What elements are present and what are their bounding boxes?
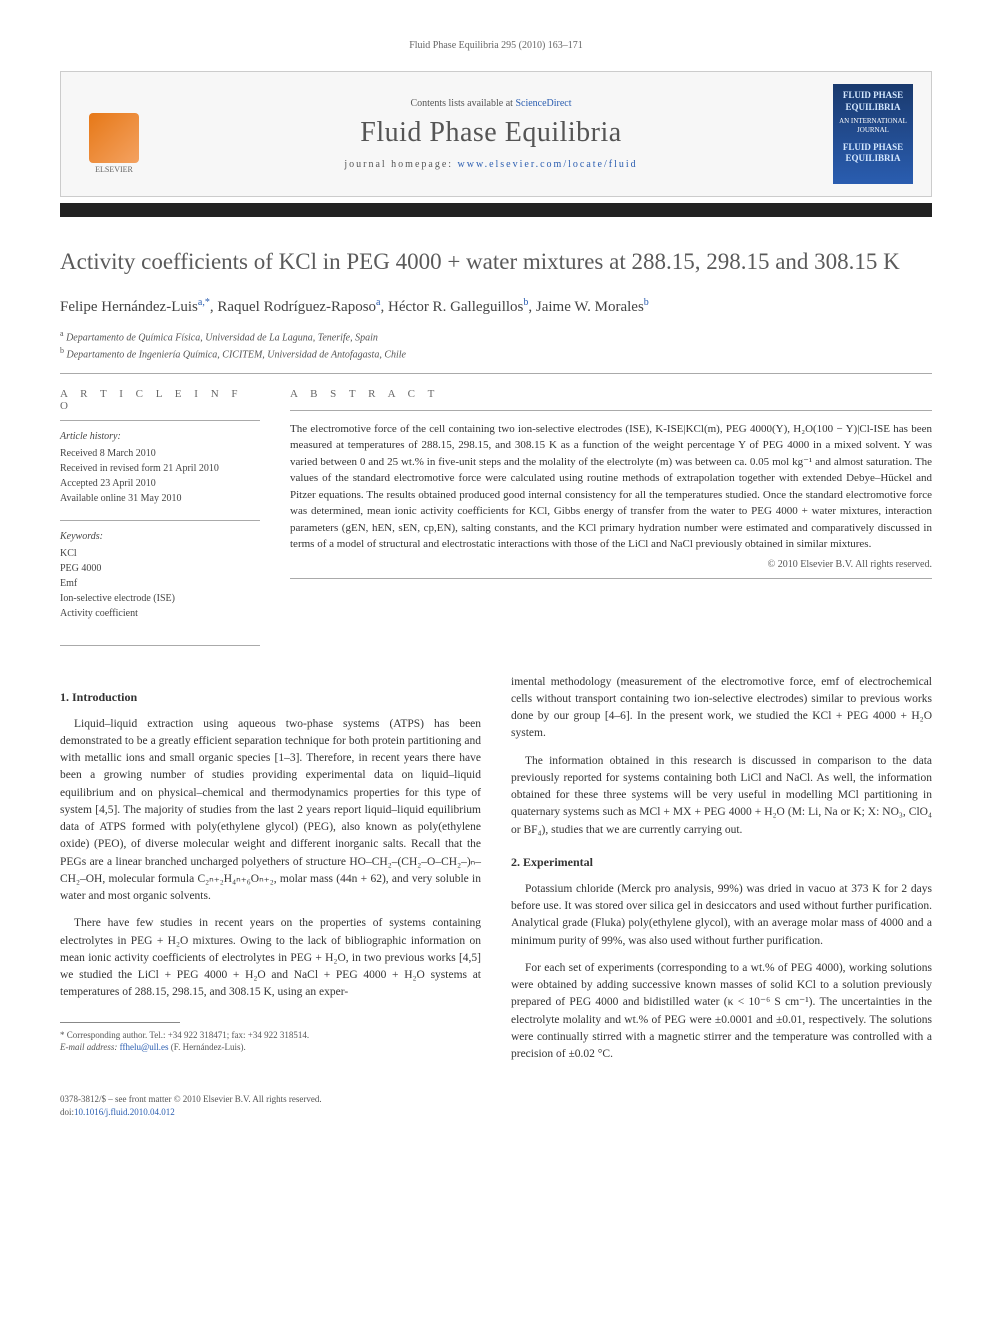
author-list: Felipe Hernández-Luisa,*, Raquel Rodrígu…	[60, 297, 932, 316]
elsevier-tree-icon	[89, 113, 139, 163]
homepage-prefix: journal homepage:	[344, 159, 457, 170]
journal-homepage-line: journal homepage: www.elsevier.com/locat…	[149, 159, 833, 170]
body-paragraph: Potassium chloride (Merck pro analysis, …	[511, 881, 932, 950]
body-paragraph: The information obtained in this researc…	[511, 753, 932, 839]
affiliation: b Departamento de Ingeniería Química, CI…	[60, 345, 932, 362]
cover-subtitle: AN INTERNATIONAL JOURNAL	[837, 117, 909, 135]
cover-thumbnail: FLUID PHASE EQUILIBRIA AN INTERNATIONAL …	[833, 84, 913, 184]
keyword: KCl	[60, 546, 260, 561]
abstract-heading: A B S T R A C T	[290, 388, 932, 400]
author: Raquel Rodríguez-Raposoa	[217, 299, 380, 315]
doi-label: doi:	[60, 1107, 74, 1117]
section-heading: 2. Experimental	[511, 853, 932, 871]
body-paragraph: There have few studies in recent years o…	[60, 915, 481, 1001]
cover-title-repeat: FLUID PHASE EQUILIBRIA	[837, 142, 909, 165]
publisher-label: ELSEVIER	[95, 165, 133, 174]
keyword: Emf	[60, 576, 260, 591]
history-item: Received 8 March 2010	[60, 446, 260, 461]
affiliation-list: a Departamento de Química Física, Univer…	[60, 328, 932, 363]
article-title: Activity coefficients of KCl in PEG 4000…	[60, 247, 932, 277]
keywords-block: Keywords: KCl PEG 4000 Emf Ion-selective…	[60, 529, 260, 621]
sciencedirect-link[interactable]: ScienceDirect	[515, 98, 571, 109]
author: Héctor R. Galleguillosb	[388, 299, 528, 315]
contents-prefix: Contents lists available at	[410, 98, 515, 109]
contents-available-line: Contents lists available at ScienceDirec…	[149, 98, 833, 109]
article-info-heading: A R T I C L E I N F O	[60, 388, 260, 412]
history-item: Accepted 23 April 2010	[60, 476, 260, 491]
history-item: Available online 31 May 2010	[60, 491, 260, 506]
history-label: Article history:	[60, 429, 260, 444]
email-link[interactable]: ffhelu@ull.es	[120, 1042, 169, 1052]
right-column: imental methodology (measurement of the …	[511, 674, 932, 1074]
cover-title: FLUID PHASE EQUILIBRIA	[837, 90, 909, 113]
footnote-rule	[60, 1022, 180, 1023]
keyword: PEG 4000	[60, 561, 260, 576]
email-attribution: (F. Hernández-Luis).	[171, 1042, 246, 1052]
body-columns: 1. Introduction Liquid–liquid extraction…	[60, 674, 932, 1074]
abstract-column: A B S T R A C T The electromotive force …	[290, 388, 932, 635]
keyword: Ion-selective electrode (ISE)	[60, 591, 260, 606]
body-paragraph: imental methodology (measurement of the …	[511, 674, 932, 743]
corr-author-contact: * Corresponding author. Tel.: +34 922 31…	[60, 1029, 481, 1042]
body-paragraph: For each set of experiments (correspondi…	[511, 960, 932, 1064]
author: Jaime W. Moralesb	[536, 299, 649, 315]
corresponding-author-footnote: * Corresponding author. Tel.: +34 922 31…	[60, 1029, 481, 1054]
black-separator-bar	[60, 203, 932, 217]
history-item: Received in revised form 21 April 2010	[60, 461, 260, 476]
keyword: Activity coefficient	[60, 606, 260, 621]
keywords-label: Keywords:	[60, 529, 260, 544]
article-info-column: A R T I C L E I N F O Article history: R…	[60, 388, 260, 635]
copyright-line: © 2010 Elsevier B.V. All rights reserved…	[290, 559, 932, 570]
affiliation: a Departamento de Química Física, Univer…	[60, 328, 932, 345]
footer-issn-line: 0378-3812/$ – see front matter © 2010 El…	[60, 1093, 932, 1118]
email-label: E-mail address:	[60, 1042, 117, 1052]
rule	[60, 373, 932, 374]
running-header: Fluid Phase Equilibria 295 (2010) 163–17…	[60, 40, 932, 51]
homepage-link[interactable]: www.elsevier.com/locate/fluid	[458, 159, 638, 170]
journal-banner: ELSEVIER Contents lists available at Sci…	[60, 71, 932, 197]
section-heading: 1. Introduction	[60, 688, 481, 706]
author: Felipe Hernández-Luisa,*	[60, 299, 210, 315]
abstract-text: The electromotive force of the cell cont…	[290, 421, 932, 553]
body-paragraph: Liquid–liquid extraction using aqueous t…	[60, 716, 481, 906]
left-column: 1. Introduction Liquid–liquid extraction…	[60, 674, 481, 1074]
issn-copyright: 0378-3812/$ – see front matter © 2010 El…	[60, 1093, 932, 1106]
doi-link[interactable]: 10.1016/j.fluid.2010.04.012	[74, 1107, 175, 1117]
journal-name: Fluid Phase Equilibria	[149, 117, 833, 149]
publisher-logo-block: ELSEVIER	[79, 94, 149, 174]
article-history-block: Article history: Received 8 March 2010 R…	[60, 429, 260, 506]
